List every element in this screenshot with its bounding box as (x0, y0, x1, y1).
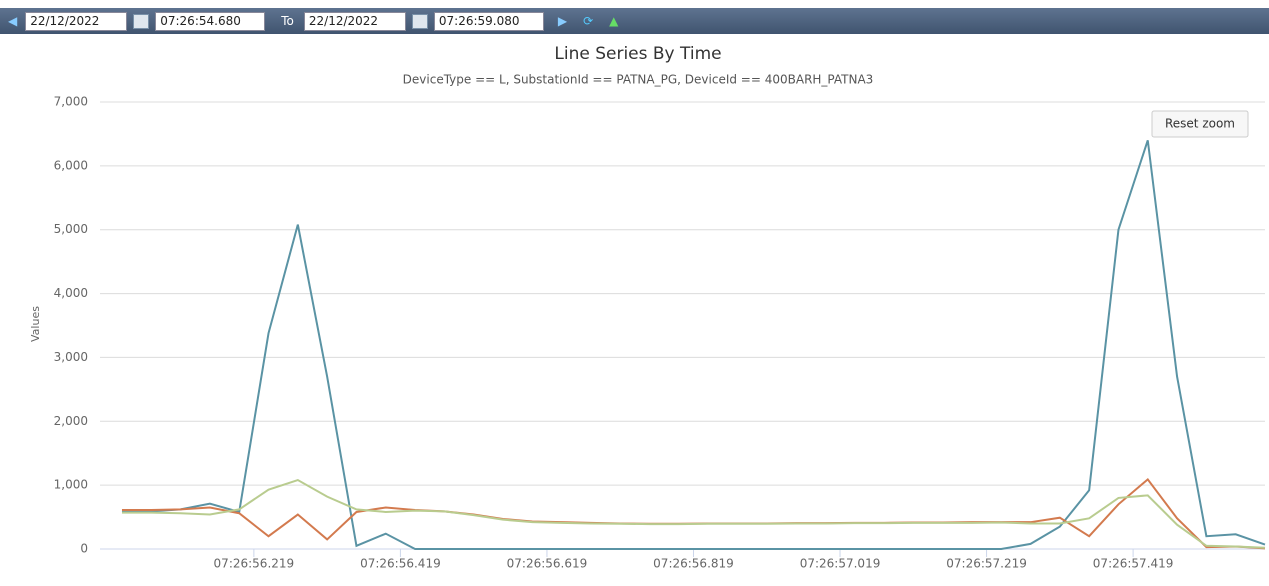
y-tick-label: 7,000 (54, 95, 88, 109)
chart-subtitle: DeviceType == L, SubstationId == PATNA_P… (403, 73, 874, 87)
y-tick-label: 4,000 (54, 286, 88, 300)
y-tick-label: 0 (80, 542, 88, 556)
from-date[interactable]: 22/12/2022 (25, 11, 128, 31)
calendar[interactable] (411, 13, 428, 29)
next[interactable]: ▶ (557, 14, 568, 28)
y-tick-label: 1,000 (54, 478, 88, 492)
series-line (121, 477, 1266, 550)
y-tick-label: 2,000 (54, 414, 88, 428)
toolbar: ◀ 22/12/2022 07:26:54.680 To 22/12/2022 … (0, 8, 1269, 34)
chart: Line Series By Time DeviceType == L, Sub… (29, 44, 1266, 571)
series-line (121, 140, 1266, 550)
x-tick-label: 07:26:56.619 (507, 557, 588, 571)
x-tick-label: 07:26:57.219 (946, 557, 1027, 571)
x-tick-label: 07:26:56.219 (214, 557, 295, 571)
x-tick-label: 07:26:57.419 (1093, 557, 1174, 571)
export[interactable]: ▲ (609, 14, 619, 28)
prev[interactable]: ◀ (8, 14, 18, 28)
to-date[interactable]: 22/12/2022 (303, 11, 406, 31)
calendar[interactable] (133, 13, 150, 29)
x-tick-label: 07:26:56.819 (653, 557, 734, 571)
chart-title: Line Series By Time (554, 44, 721, 64)
to-time[interactable]: 07:26:59.080 (433, 11, 544, 31)
refresh[interactable]: ⟳ (583, 14, 594, 28)
x-tick-label: 07:26:56.419 (360, 557, 441, 571)
y-tick-label: 6,000 (54, 158, 88, 172)
button[interactable] (1151, 110, 1249, 138)
y-tick-label: 5,000 (54, 222, 88, 236)
y-axis-label: Values (29, 306, 42, 342)
series-line (121, 478, 1266, 549)
y-tick-label: 3,000 (54, 350, 88, 364)
reset-zoom[interactable]: Reset zoom (1151, 110, 1249, 138)
x-tick-label: 07:26:57.019 (800, 557, 881, 571)
from-time[interactable]: 07:26:54.680 (155, 11, 266, 31)
to-label: To (281, 14, 294, 28)
button-label[interactable]: Reset zoom (1165, 117, 1235, 131)
